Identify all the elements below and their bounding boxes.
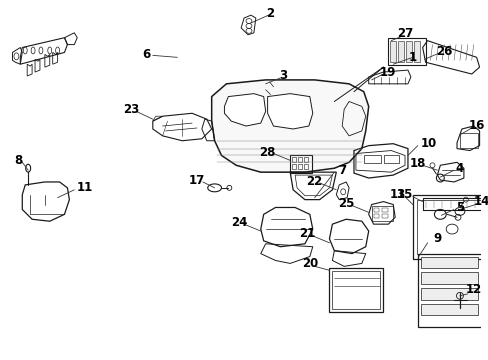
Text: 20: 20 <box>301 257 317 270</box>
Bar <box>384 156 398 163</box>
Text: 6: 6 <box>142 48 150 61</box>
Bar <box>420 257 477 268</box>
Bar <box>373 208 379 212</box>
Bar <box>297 157 302 162</box>
Bar <box>363 156 381 163</box>
Text: 21: 21 <box>298 228 314 240</box>
Bar <box>304 157 307 162</box>
Bar <box>329 268 383 312</box>
Text: 8: 8 <box>14 154 22 167</box>
Text: 16: 16 <box>468 118 484 131</box>
Text: 2: 2 <box>266 7 274 20</box>
Text: 15: 15 <box>396 188 412 201</box>
Bar <box>389 41 395 62</box>
Text: 1: 1 <box>408 51 416 64</box>
Text: 13: 13 <box>389 188 406 201</box>
Text: 3: 3 <box>279 69 287 82</box>
Bar <box>405 41 411 62</box>
Bar <box>291 164 295 169</box>
Bar <box>332 271 380 309</box>
Bar <box>413 41 419 62</box>
Text: 10: 10 <box>420 137 436 150</box>
Bar <box>289 156 311 173</box>
Text: 19: 19 <box>379 66 396 78</box>
Text: 26: 26 <box>435 45 451 58</box>
Bar <box>420 303 477 315</box>
Bar <box>397 41 403 62</box>
Text: 18: 18 <box>409 157 425 170</box>
Bar <box>304 164 307 169</box>
Bar <box>297 164 302 169</box>
Text: 23: 23 <box>123 103 139 116</box>
Bar <box>382 214 387 218</box>
Bar <box>371 207 392 221</box>
Bar <box>387 38 425 65</box>
Text: 25: 25 <box>337 197 354 210</box>
Bar <box>412 195 488 258</box>
Bar <box>382 208 387 212</box>
Polygon shape <box>267 94 312 129</box>
Polygon shape <box>224 94 265 126</box>
Bar <box>420 288 477 300</box>
Text: 5: 5 <box>455 201 463 214</box>
Text: 4: 4 <box>455 162 463 175</box>
Text: 14: 14 <box>472 195 488 208</box>
Bar <box>417 253 481 327</box>
Polygon shape <box>211 80 368 172</box>
Text: 27: 27 <box>396 27 412 40</box>
Bar <box>422 198 488 211</box>
Text: 9: 9 <box>432 233 441 246</box>
Bar <box>373 214 379 218</box>
Bar <box>459 133 477 148</box>
Text: 22: 22 <box>306 175 322 189</box>
Text: 12: 12 <box>465 283 481 296</box>
Text: 24: 24 <box>230 216 247 229</box>
Text: 17: 17 <box>188 174 204 186</box>
Text: 11: 11 <box>77 181 93 194</box>
Bar <box>291 157 295 162</box>
Bar <box>416 200 487 253</box>
Text: 7: 7 <box>337 164 346 177</box>
Bar <box>420 272 477 284</box>
Text: 28: 28 <box>259 146 275 159</box>
